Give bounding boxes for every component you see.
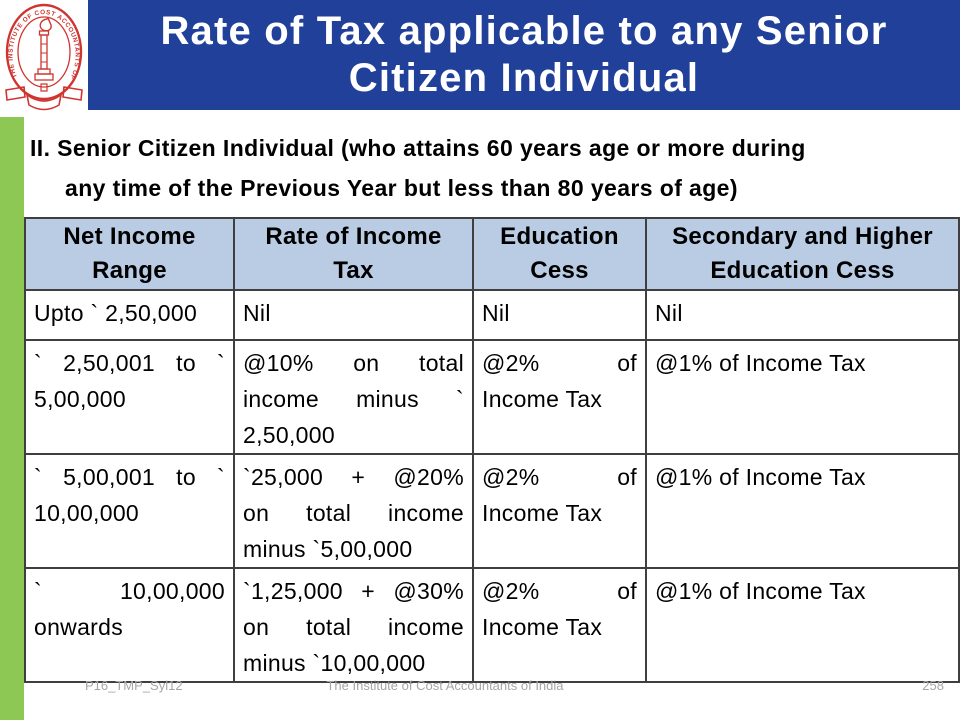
title-banner: Rate of Tax applicable to any Senior Cit… [88,0,960,110]
accent-bar [0,117,24,720]
table-cell: `25,000 + @20% on total income minus `5,00,000 [233,453,474,569]
column-header-secondary-higher-education-cess: Secondary and Higher Education Cess [645,217,960,291]
table-cell: @2% of Income Tax [472,339,647,455]
table-cell: @10% on total income minus ` 2,50,000 [233,339,474,455]
column-header-net-income-range: Net Income Range [24,217,235,291]
page-number: 258 [922,678,944,693]
institute-logo: THE INSTITUTE OF COST ACCOUNTANTS OF IND… [0,0,88,113]
table-cell: ` 10,00,000 onwards [24,567,235,683]
section-heading: II. Senior Citizen Individual (who attai… [30,135,806,201]
table-row: Upto ` 2,50,000 Nil Nil Nil [24,289,960,341]
table-cell: @2% of Income Tax [472,453,647,569]
table-header-row: Net Income Range Rate of Income Tax Educ… [24,217,960,291]
column-header-rate-of-income-tax: Rate of Income Tax [233,217,474,291]
tax-rate-table: Net Income Range Rate of Income Tax Educ… [24,217,960,683]
table-cell: @1% of Income Tax [645,453,960,569]
slide-title: Rate of Tax applicable to any Senior Cit… [160,9,888,100]
table-cell: Nil [472,289,647,341]
table-cell: @2% of Income Tax [472,567,647,683]
table-cell: ` 5,00,001 to ` 10,00,000 [24,453,235,569]
table-cell: @1% of Income Tax [645,567,960,683]
table-cell: Nil [233,289,474,341]
table-row: ` 5,00,001 to ` 10,00,000 `25,000 + @20% on tota… [24,453,960,569]
table-cell: ` 2,50,001 to ` 5,00,000 [24,339,235,455]
table-row: ` 2,50,001 to ` 5,00,000 @10% on total income mi… [24,339,960,455]
table-cell: `1,25,000 + @30% on total income minus `10,00,… [233,567,474,683]
table-cell: @1% of Income Tax [645,339,960,455]
footer-institute-name: The Institute of Cost Accountants of Ind… [326,678,564,693]
table-row: ` 10,00,000 onwards `1,25,000 + @30% on total i… [24,567,960,683]
table-cell: Nil [645,289,960,341]
logo-emblem: THE INSTITUTE OF COST ACCOUNTANTS OF IND… [0,0,83,111]
table-cell: Upto ` 2,50,000 [24,289,235,341]
column-header-education-cess: Education Cess [472,217,647,291]
footer-deck-code: P16_TMP_Syl12 [85,678,183,693]
